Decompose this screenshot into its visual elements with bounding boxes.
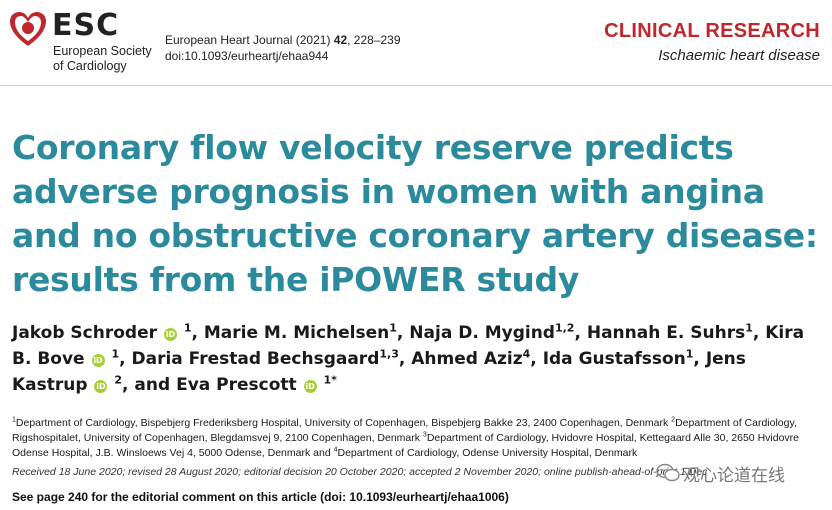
author-affiliation-marker: 1,3 (379, 347, 399, 361)
author: Ahmed Aziz4 (411, 347, 531, 369)
affiliation-marker: 3 (422, 431, 427, 439)
chat-bubble-icon (656, 463, 680, 482)
header-divider (0, 85, 832, 86)
author-name[interactable]: Ahmed Aziz (411, 349, 523, 369)
affiliation-text: Department of Cardiology, Odense Univers… (337, 447, 638, 459)
author-name[interactable]: Kira B. Bove (12, 323, 805, 369)
affiliation-marker: 2 (671, 416, 676, 424)
affiliation-text: Department of Cardiology, Rigshospitalet… (12, 417, 797, 444)
author: Eva Prescott iD 1* (176, 373, 337, 395)
subsection-label: Ischaemic heart disease (658, 47, 820, 64)
article-title: Coronary flow velocity reserve predicts … (12, 128, 818, 299)
author-affiliation-marker: 1 (111, 347, 120, 361)
orcid-icon[interactable]: iD (303, 380, 317, 393)
affiliation-text: Department of Cardiology, Bispebjerg Fre… (15, 417, 672, 429)
society-name: European Society of Cardiology (53, 44, 152, 73)
author-affiliation-marker: 1,2 (554, 321, 575, 335)
author-name[interactable]: Eva Prescott (176, 375, 297, 395)
author-name[interactable]: Jakob Schroder (12, 323, 157, 343)
author-name[interactable]: Daria Frestad Bechsgaard (131, 349, 380, 369)
esc-logo-text: ESC (52, 8, 120, 43)
author-list: Jakob Schroder iD 1, Marie M. Michelsen1… (12, 321, 805, 395)
author: Daria Frestad Bechsgaard1,3 (131, 347, 399, 369)
author-affiliation-marker: 4 (522, 347, 531, 361)
author-affiliation-marker: 1 (745, 321, 753, 335)
author: Jakob Schroder iD 1 (12, 321, 192, 343)
author-name[interactable]: Marie M. Michelsen (203, 323, 390, 343)
author-affiliation-marker: 2 (114, 373, 123, 387)
author-name[interactable]: Naja D. Mygind (409, 323, 555, 343)
author-name[interactable]: Ida Gustafsson (542, 349, 686, 369)
author-name[interactable]: Hannah E. Suhrs (586, 323, 746, 343)
section-label: CLINICAL RESEARCH (604, 20, 820, 42)
author: Marie M. Michelsen1 (203, 321, 397, 343)
author-affiliation-marker: 1 (389, 321, 397, 335)
article-doi[interactable]: doi:10.1093/eurheartj/ehaa944 (165, 49, 329, 63)
author: Ida Gustafsson1 (542, 347, 694, 369)
editorial-note[interactable]: See page 240 for the editorial comment o… (12, 490, 509, 504)
orcid-icon[interactable]: iD (163, 328, 177, 341)
watermark-text: 观心论道在线 (683, 465, 785, 486)
affiliation-marker: 4 (333, 446, 338, 454)
author-affiliation-marker: 1 (685, 347, 694, 361)
affiliation-text: Department of Cardiology, Hvidovre Hospi… (12, 432, 799, 459)
page-range: , 228–239 (347, 33, 401, 47)
esc-heart-logo (10, 12, 46, 46)
author: Kira B. Bove iD 1 (12, 323, 804, 369)
author-name[interactable]: Jens Kastrup (12, 349, 746, 395)
author-affiliation-marker: 1 (183, 321, 192, 335)
author-affiliation-marker: 1* (323, 373, 337, 387)
author: Hannah E. Suhrs1 (586, 321, 753, 343)
author: Naja D. Mygind1,2 (409, 321, 575, 343)
affiliation-marker: 1 (12, 416, 16, 424)
watermark: 观心论道在线 (656, 462, 785, 486)
volume-number: 42 (333, 33, 348, 47)
article-dates: Received 18 June 2020; revised 28 August… (12, 466, 708, 478)
author: Jens Kastrup iD 2 (12, 349, 746, 395)
affiliations: 1Department of Cardiology, Bispebjerg Fr… (12, 416, 812, 461)
orcid-icon[interactable]: iD (91, 354, 105, 367)
orcid-icon[interactable]: iD (94, 380, 108, 393)
journal-citation: European Heart Journal (2021) 42, 228–23… (165, 33, 401, 47)
